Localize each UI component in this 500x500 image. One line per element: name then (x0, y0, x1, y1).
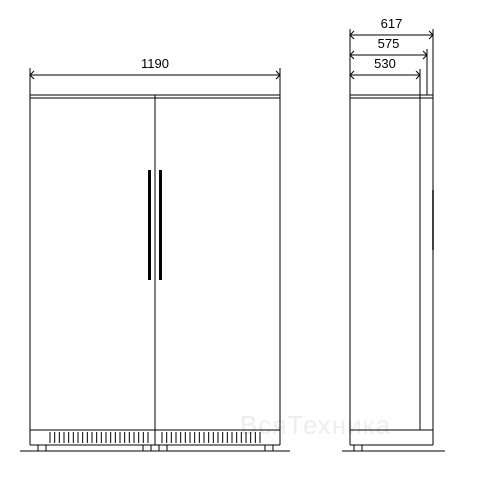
svg-text:1190: 1190 (141, 56, 169, 71)
dimension-drawing: 1190 617 575 530 (0, 0, 500, 500)
svg-text:530: 530 (374, 56, 396, 71)
svg-text:617: 617 (381, 16, 403, 31)
svg-text:575: 575 (378, 36, 400, 51)
